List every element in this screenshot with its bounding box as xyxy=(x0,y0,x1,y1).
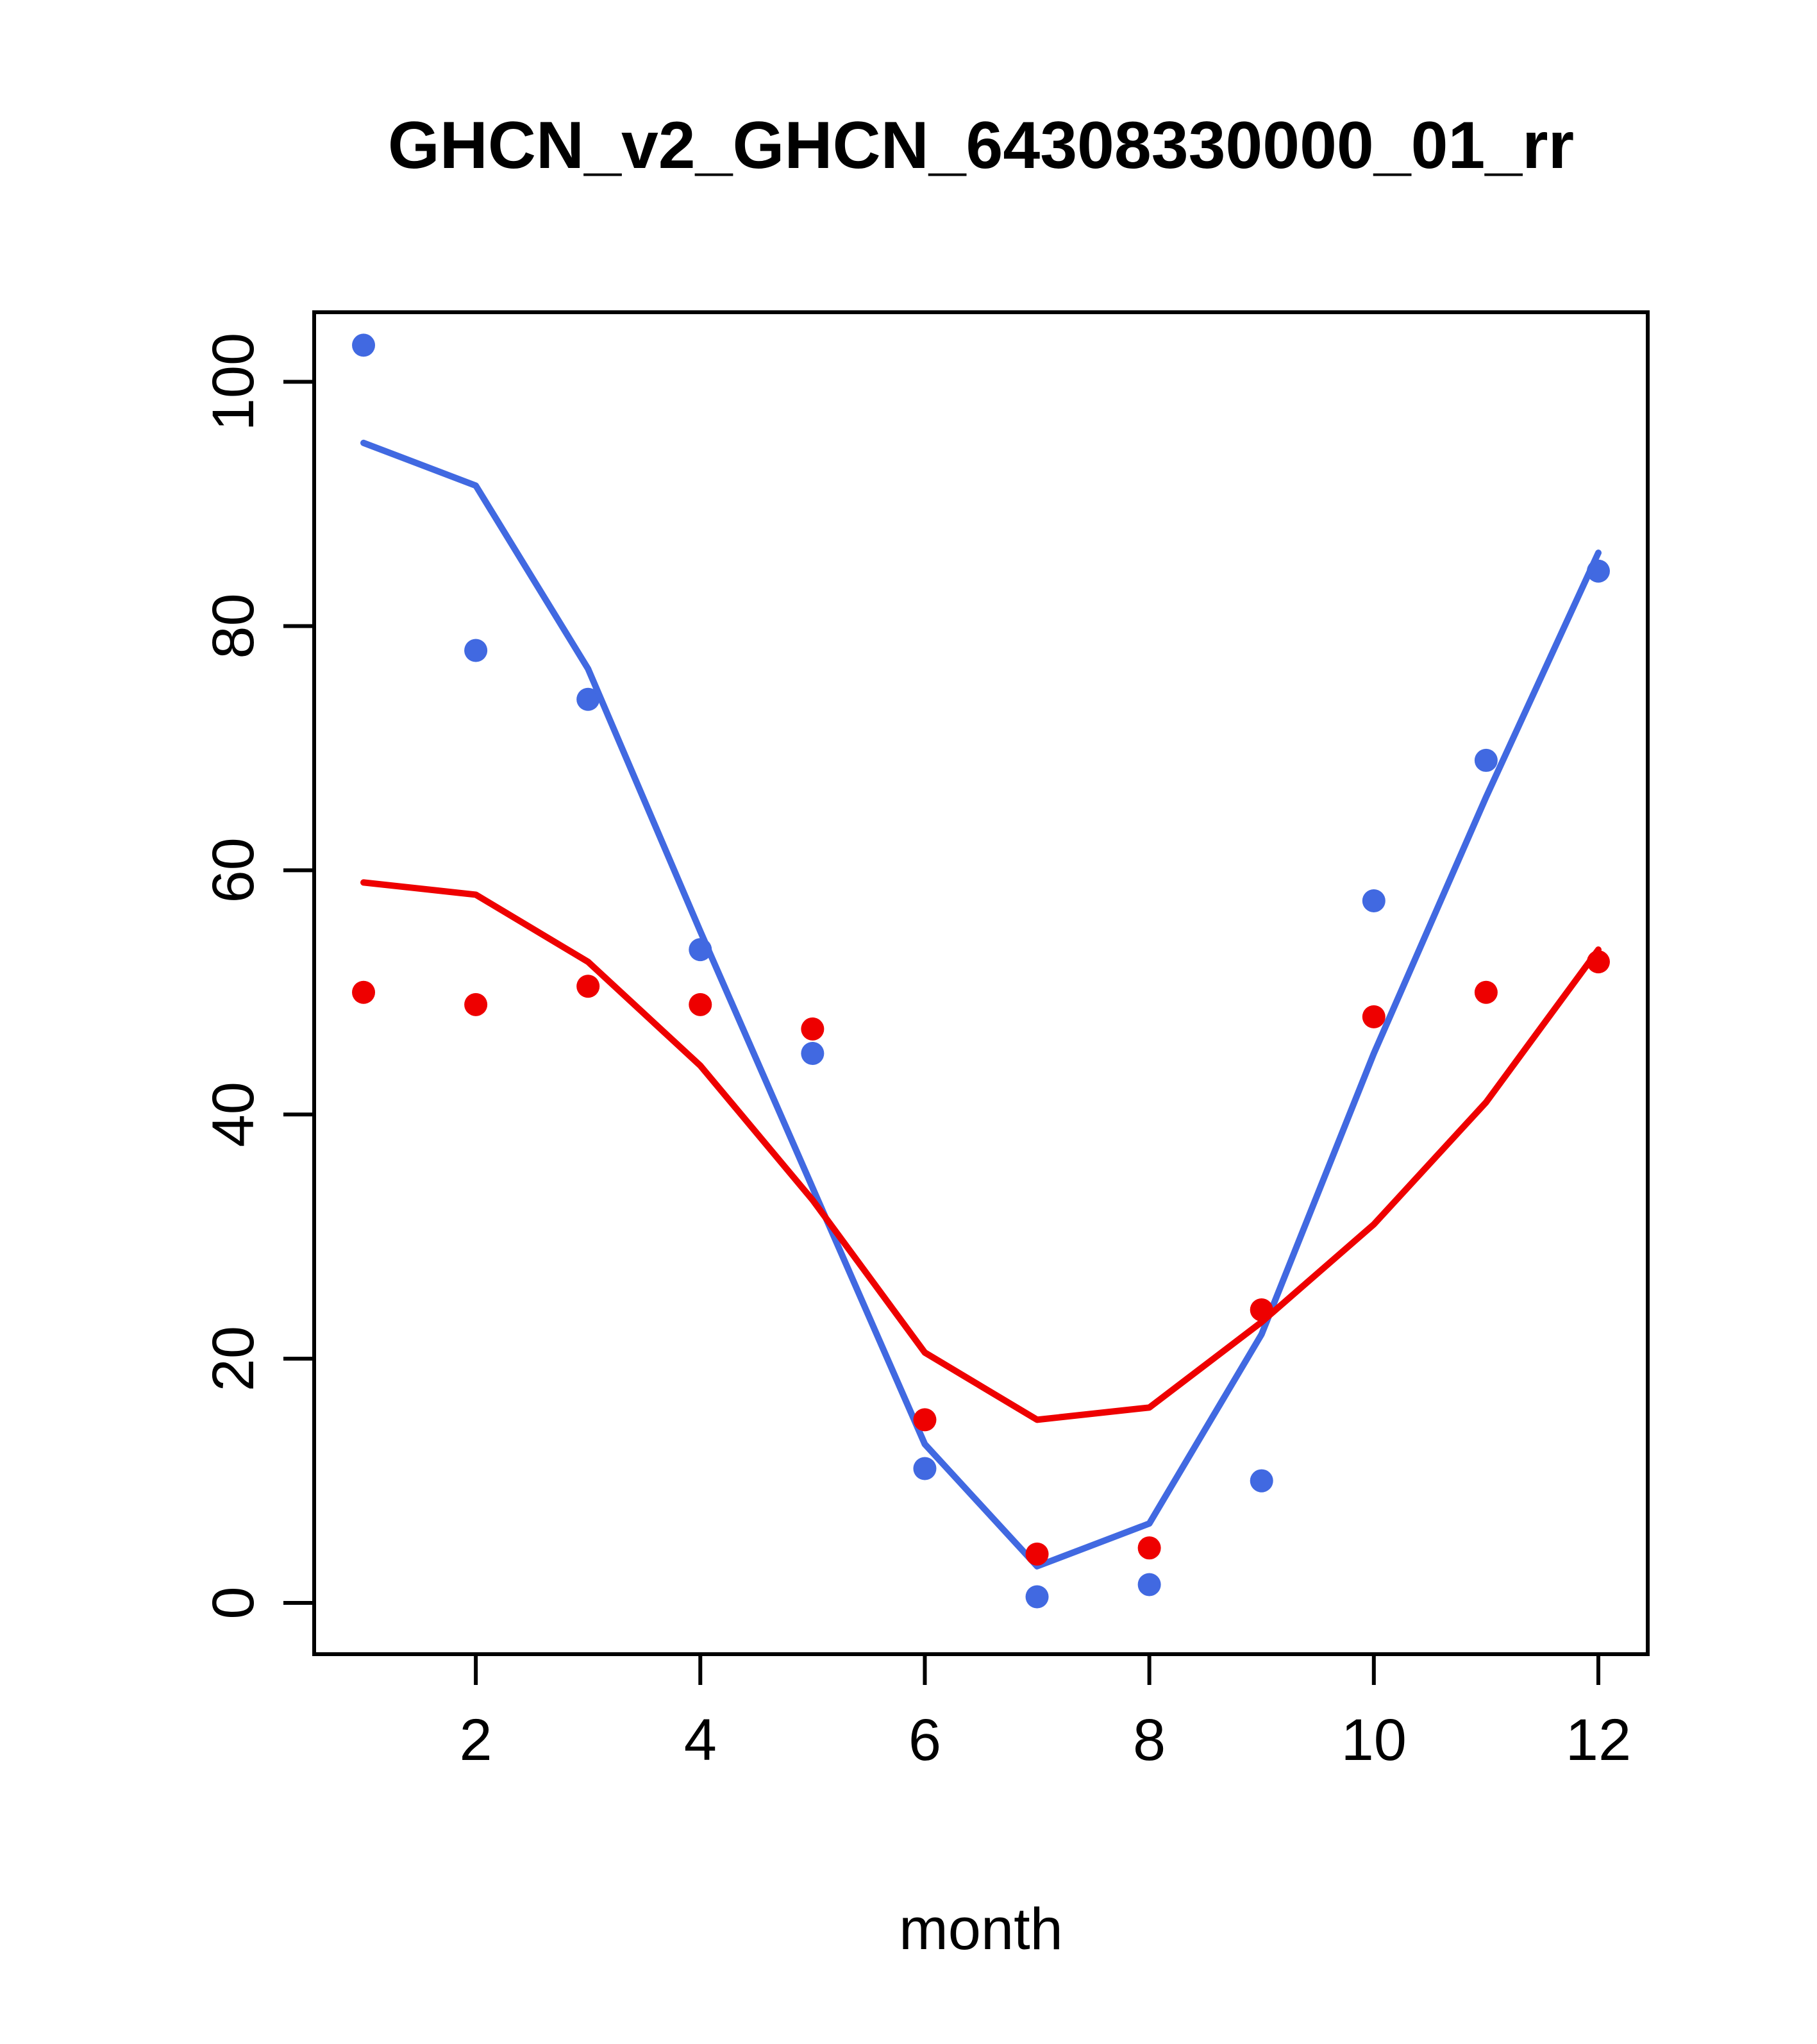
red-point xyxy=(1025,1542,1049,1566)
y-tick-label: 20 xyxy=(201,1326,266,1391)
data-series xyxy=(352,333,1610,1609)
blue-point xyxy=(464,639,488,662)
blue-point xyxy=(576,687,600,711)
chart-title: GHCN_v2_GHCN_64308330000_01_rr xyxy=(388,108,1574,183)
blue-smooth-line xyxy=(360,439,1602,1570)
blue-point xyxy=(913,1457,937,1480)
y-tick-label: 40 xyxy=(201,1082,266,1147)
red-point xyxy=(801,1017,825,1041)
plot-box xyxy=(312,310,1650,1656)
y-tick-label: 0 xyxy=(201,1586,266,1619)
red-point xyxy=(1362,1005,1386,1028)
y-tick-label: 80 xyxy=(201,593,266,658)
red-point xyxy=(913,1408,937,1432)
axis-ticks: 2 4 6 8 10 12 0 20 40 60 80 100 xyxy=(201,333,1631,1773)
red-smooth-line xyxy=(360,879,1602,1423)
red-point xyxy=(1474,980,1498,1004)
red-point xyxy=(689,993,712,1016)
red-point xyxy=(1137,1536,1161,1560)
x-tick-label: 2 xyxy=(460,1707,492,1773)
x-tick-label: 6 xyxy=(908,1707,941,1773)
x-tick-label: 8 xyxy=(1133,1707,1166,1773)
blue-point xyxy=(1025,1585,1049,1609)
x-tick-label: 4 xyxy=(684,1707,717,1773)
x-tick-label: 10 xyxy=(1341,1707,1407,1773)
x-tick-label: 12 xyxy=(1566,1707,1631,1773)
blue-point xyxy=(801,1042,825,1066)
red-point xyxy=(464,993,488,1016)
blue-point xyxy=(1250,1469,1273,1493)
y-tick-label: 60 xyxy=(201,837,266,903)
y-tick-label: 100 xyxy=(201,333,266,431)
red-point xyxy=(576,975,600,998)
red-point xyxy=(352,980,376,1004)
blue-point xyxy=(1362,889,1386,912)
blue-point xyxy=(1137,1573,1161,1596)
blue-point xyxy=(352,333,376,357)
x-axis-label: month xyxy=(899,1897,1063,1962)
blue-point xyxy=(1474,748,1498,772)
